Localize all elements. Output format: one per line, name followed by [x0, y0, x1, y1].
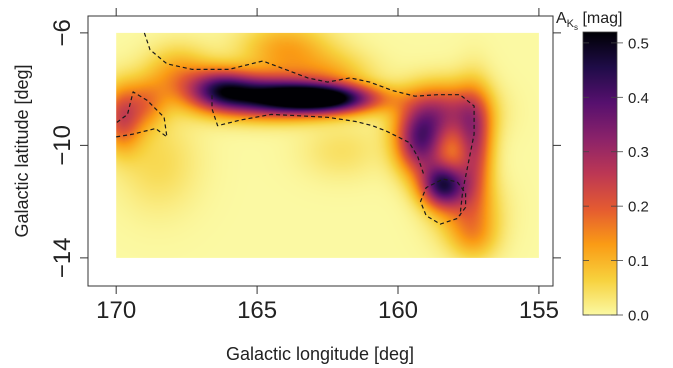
- colorbar-tick-label: 0.2: [628, 199, 649, 216]
- x-tick-label: 155: [519, 297, 559, 324]
- colorbar-tick-label: 0.0: [628, 308, 649, 325]
- extinction-heatmap: [116, 32, 539, 258]
- plot-frame: [87, 15, 554, 287]
- colorbar-title: AKs [mag]: [556, 10, 622, 32]
- x-tick-label: 165: [237, 297, 277, 324]
- x-axis-ticks: 170 165 160 155: [96, 8, 559, 324]
- x-tick-label: 170: [96, 297, 136, 324]
- y-axis-label: Galactic latitude [deg]: [12, 64, 32, 237]
- contour-line-3: [211, 94, 424, 174]
- colorbar-tick-label: 0.4: [628, 90, 649, 107]
- x-tick-label: 160: [378, 297, 418, 324]
- contour-line-0: [143, 32, 475, 216]
- colorbar-tick-label: 0.3: [628, 144, 649, 161]
- y-tick-label: −10: [49, 125, 76, 166]
- colorbar-ticks: 0.0 0.1 0.2 0.3 0.4 0.5: [583, 35, 649, 325]
- colorbar-title-main: A: [556, 10, 567, 27]
- colorbar-tick-label: 0.5: [628, 35, 649, 52]
- contour-line-1: [419, 178, 467, 225]
- y-tick-label: −6: [49, 19, 76, 46]
- contour-layer: [115, 32, 475, 225]
- colorbar-title-subsub: s: [574, 23, 578, 32]
- colorbar: [582, 31, 618, 316]
- y-tick-label: −14: [49, 238, 76, 279]
- y-axis-ticks: −6 −10 −14: [49, 19, 561, 278]
- x-axis-label: Galactic longitude [deg]: [226, 344, 414, 364]
- contour-line-2: [115, 91, 168, 138]
- colorbar-title-sub: K: [567, 18, 575, 30]
- colorbar-title-unit: [mag]: [578, 10, 622, 27]
- colorbar-tick-label: 0.1: [628, 253, 649, 270]
